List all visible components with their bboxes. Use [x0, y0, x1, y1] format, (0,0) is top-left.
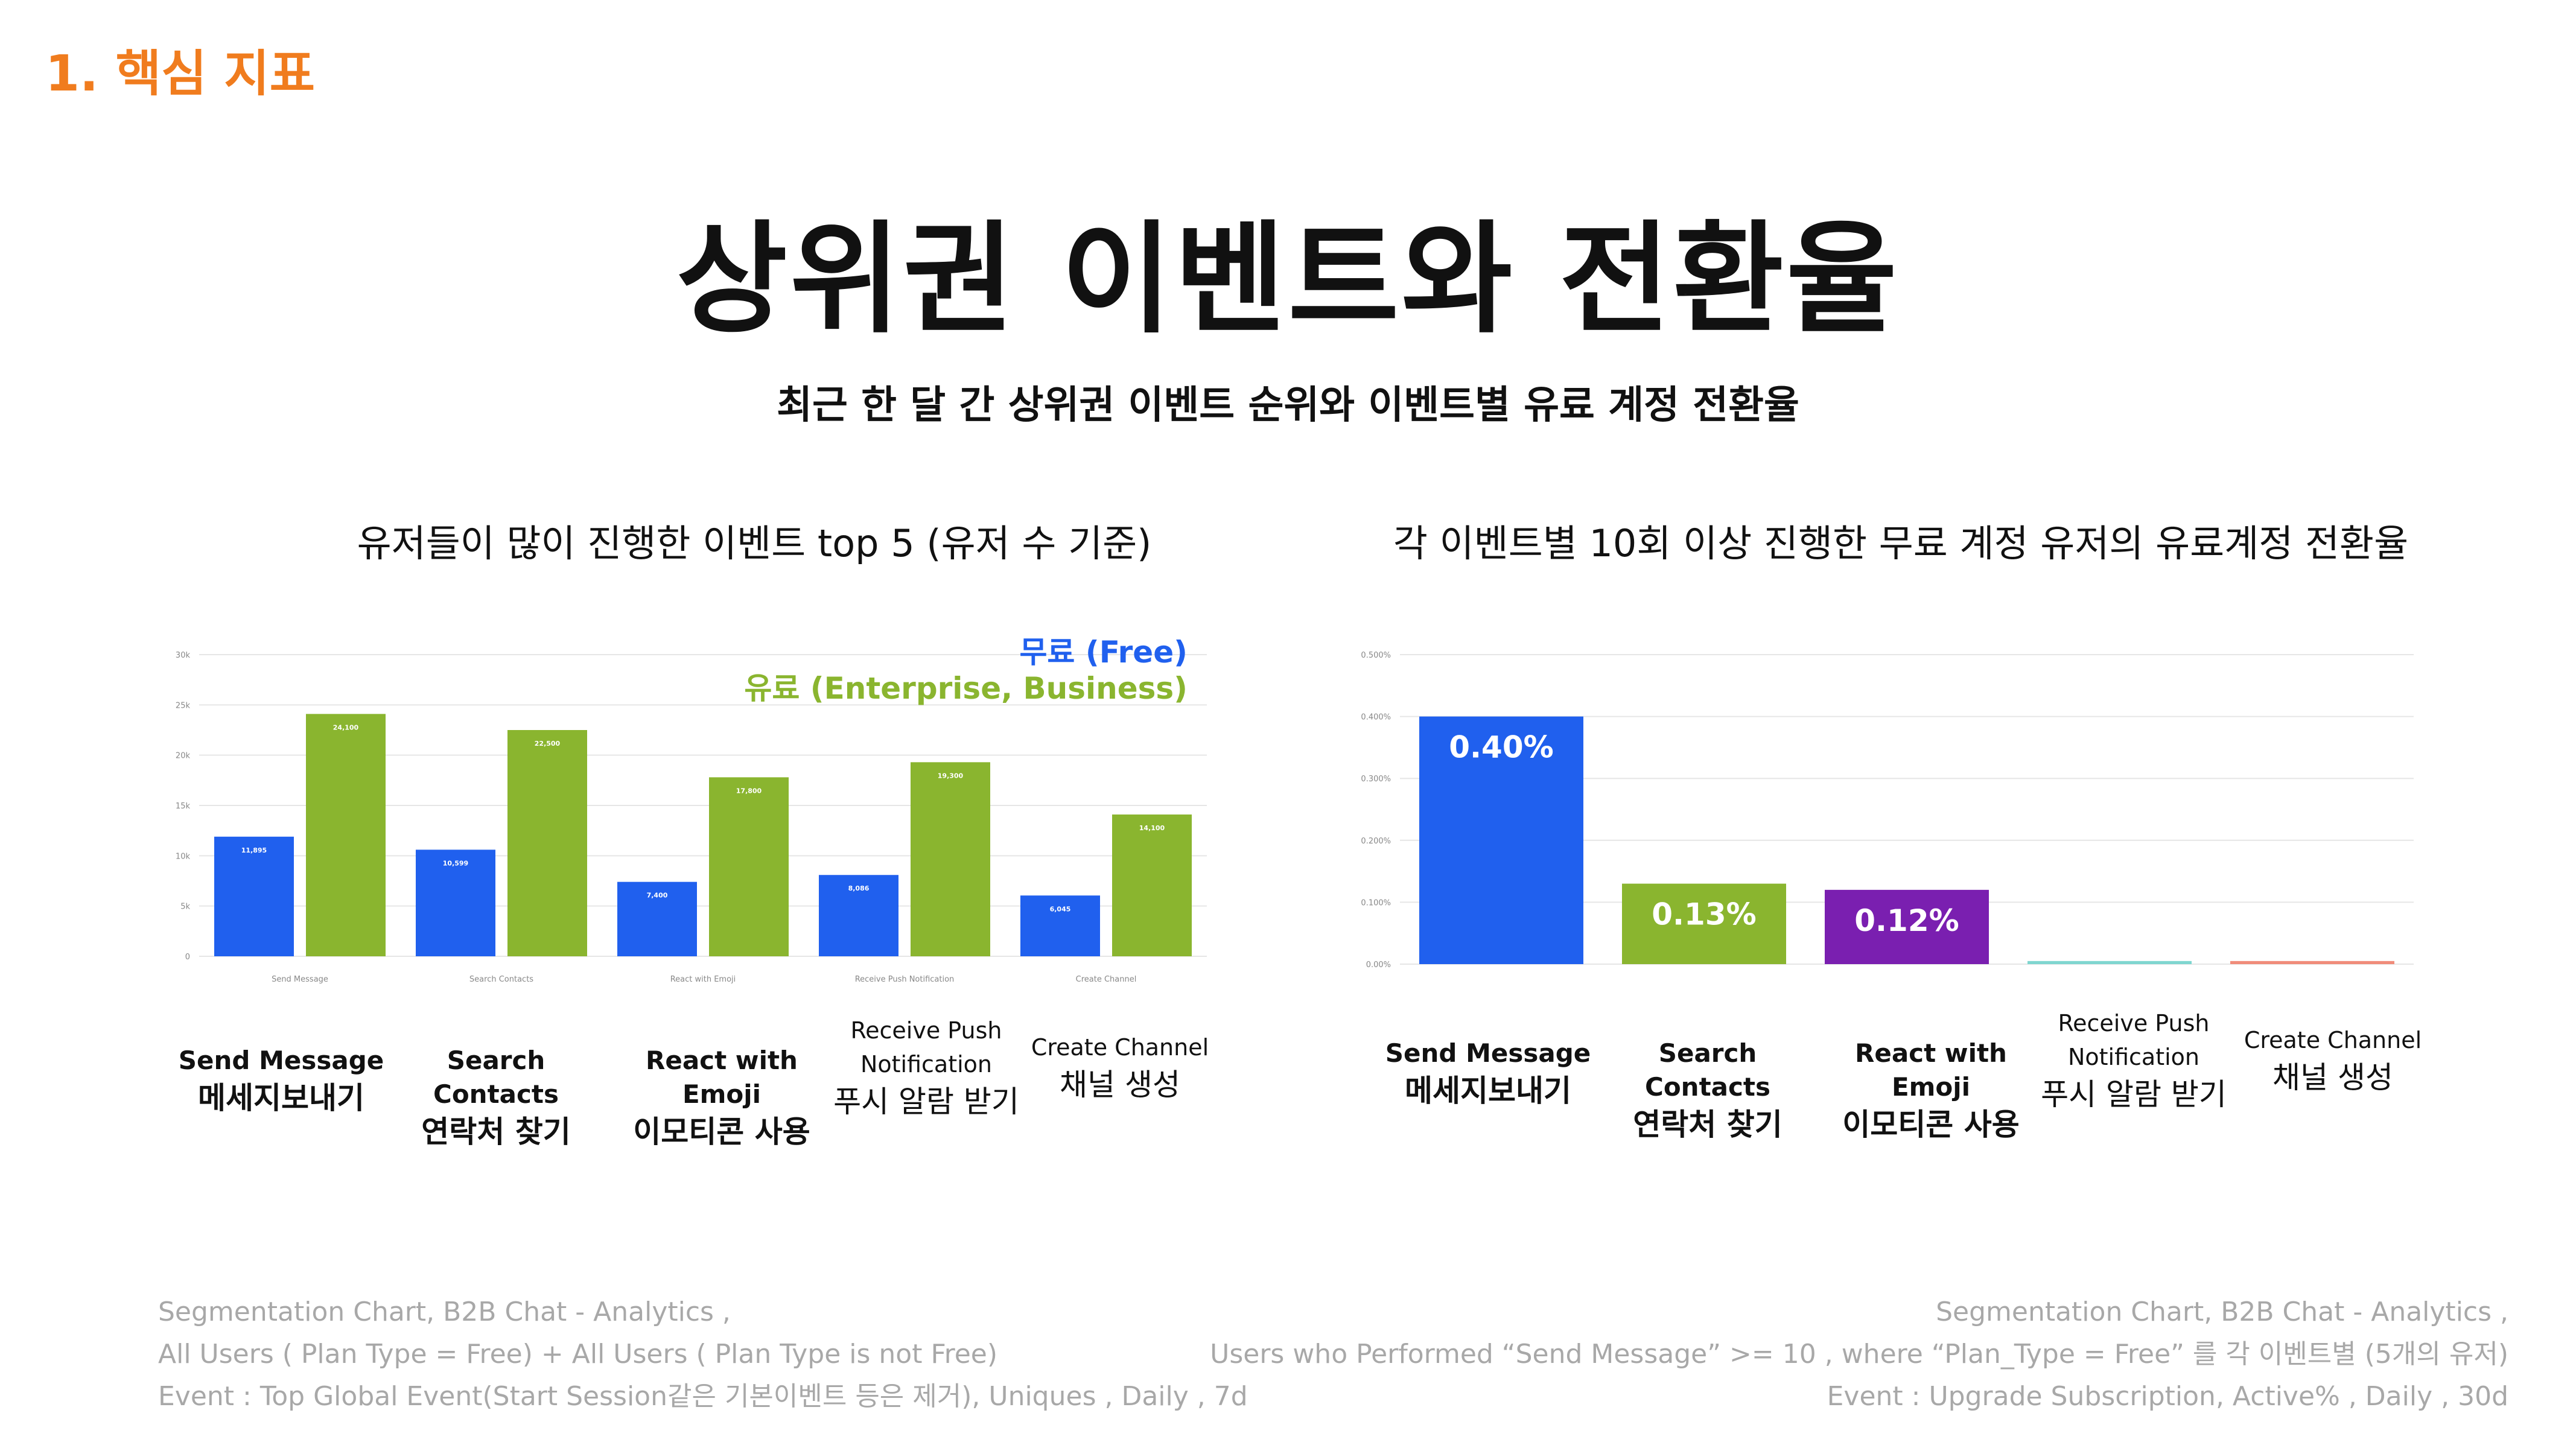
page-subtitle: 최근 한 달 간 상위권 이벤트 순위와 이벤트별 유료 계정 전환율: [777, 383, 1799, 428]
bar: [2027, 961, 2192, 964]
y-tick-label: 0.300%: [1361, 775, 1391, 784]
footnote-right: Segmentation Chart, B2B Chat - Analytics…: [1210, 1291, 2508, 1418]
category-label: Search Contacts 연락처 찾기: [1596, 1037, 1819, 1142]
bar-free: [214, 836, 294, 956]
footnote-line: Users who Performed “Send Message” >= 10…: [1210, 1339, 2508, 1370]
bar: [1622, 883, 1786, 964]
x-tick-label: React with Emoji: [670, 975, 736, 984]
footnote-line: Event : Top Global Event(Start Session같은…: [158, 1381, 1248, 1412]
y-tick-label: 0.00%: [1366, 961, 1391, 970]
x-tick-label: Create Channel: [1076, 975, 1137, 984]
category-label-ko: 이모티콘 사용: [633, 1114, 810, 1149]
bar-value-label: 0.12%: [1854, 903, 1959, 938]
category-label: Create Channel 채널 생성: [2221, 1006, 2444, 1094]
category-label: Search Contacts 연락처 찾기: [384, 1044, 608, 1149]
category-label-en: Search Contacts: [1645, 1038, 1770, 1102]
category-label-en-line: Notification: [860, 1051, 993, 1078]
x-tick-label: Search Contacts: [469, 975, 533, 984]
footnote-line: Segmentation Chart, B2B Chat - Analytics…: [1936, 1297, 2508, 1327]
category-label: Send Message 메세지보내기: [1376, 1037, 1600, 1108]
category-label: Send Message 메세지보내기: [170, 1044, 393, 1115]
right-chart-title: 각 이벤트별 10회 이상 진행한 무료 계정 유저의 유료계정 전환율: [1393, 521, 2409, 565]
bar-paid: [911, 762, 990, 956]
category-label-en: Receive Push Notification: [815, 1014, 1038, 1081]
category-label-en: React with Emoji: [646, 1046, 798, 1109]
page-title: 상위권 이벤트와 전환율: [676, 209, 1900, 350]
bar-value-label: 14,100: [1139, 824, 1165, 832]
category-label-ko: 메세지보내기: [1405, 1073, 1571, 1108]
footnote-left: Segmentation Chart, B2B Chat - Analytics…: [158, 1291, 1248, 1418]
category-label-ko: 이모티콘 사용: [1842, 1107, 2020, 1142]
bar-value-label: 8,086: [848, 884, 870, 892]
x-tick-label: Send Message: [272, 975, 328, 984]
category-label-en-line: Notification: [2067, 1044, 2200, 1070]
category-label-en: Receive Push Notification: [2022, 1006, 2245, 1074]
footnote-line: All Users ( Plan Type = Free) + All User…: [158, 1339, 998, 1370]
category-label-en: React with Emoji: [1855, 1038, 2007, 1102]
category-label-ko: 푸시 알람 받기: [2041, 1077, 2227, 1112]
bar-value-label: 19,300: [938, 772, 964, 780]
legend-free: 무료 (Free): [1019, 635, 1188, 670]
y-tick-label: 30k: [176, 651, 191, 660]
category-label-en: Create Channel: [1031, 1034, 1209, 1061]
y-tick-label: 20k: [176, 752, 191, 761]
bar-value-label: 11,895: [241, 846, 267, 854]
bar: [2230, 961, 2394, 964]
bar-paid: [306, 714, 386, 956]
bar: [1825, 889, 1989, 964]
bar: [1419, 716, 1583, 964]
category-label: Receive Push Notification 푸시 알람 받기: [815, 1014, 1038, 1119]
bar-value-label: 7,400: [647, 892, 668, 900]
y-tick-label: 0.400%: [1361, 713, 1391, 722]
bar-paid: [1112, 815, 1192, 956]
y-tick-label: 0.100%: [1361, 898, 1391, 907]
bar-value-label: 22,500: [535, 740, 561, 748]
bar-free: [819, 875, 898, 956]
category-label-en: Send Message: [1385, 1038, 1591, 1068]
y-tick-label: 25k: [176, 701, 191, 710]
x-tick-label: Receive Push Notification: [855, 975, 955, 984]
left-chart-title: 유저들이 많이 진행한 이벤트 top 5 (유저 수 기준): [357, 521, 1152, 565]
bar-free: [416, 849, 495, 956]
y-tick-label: 15k: [176, 802, 191, 811]
category-label-ko: 채널 생성: [1060, 1067, 1180, 1102]
bar-value-label: 24,100: [333, 723, 359, 731]
category-label-ko: 푸시 알람 받기: [833, 1084, 1019, 1119]
bar-value-label: 17,800: [736, 787, 762, 795]
category-label-en: Search Contacts: [433, 1046, 559, 1109]
y-tick-label: 10k: [176, 852, 191, 861]
bar-value-label: 10,599: [443, 859, 468, 867]
category-label-en: Send Message: [178, 1046, 384, 1075]
category-label-en: Create Channel: [2244, 1027, 2422, 1053]
bar-paid: [507, 730, 587, 956]
category-label: React with Emoji 이모티콘 사용: [1819, 1037, 2043, 1142]
bar-free: [617, 881, 697, 956]
category-label-ko: 연락처 찾기: [1633, 1107, 1783, 1142]
category-label-en-line: Receive Push: [850, 1017, 1002, 1044]
bar-paid: [709, 777, 789, 956]
legend-paid: 유료 (Enterprise, Business): [744, 671, 1188, 706]
footnote-line: Event : Upgrade Subscription, Active% , …: [1827, 1381, 2508, 1412]
footnote-line: Segmentation Chart, B2B Chat - Analytics…: [158, 1297, 731, 1327]
category-label: Receive Push Notification 푸시 알람 받기: [2022, 1006, 2245, 1111]
bar-value-label: 0.40%: [1449, 730, 1553, 765]
category-label-ko: 메세지보내기: [198, 1081, 364, 1116]
bar-free: [1020, 895, 1100, 956]
category-label: React with Emoji 이모티콘 사용: [610, 1044, 833, 1149]
bar-value-label: 0.13%: [1652, 897, 1756, 932]
y-tick-label: 5k: [180, 903, 190, 912]
category-label: Create Channel 채널 생성: [1008, 1014, 1232, 1102]
category-label-ko: 채널 생성: [2272, 1060, 2393, 1095]
y-tick-label: 0.500%: [1361, 651, 1391, 660]
bar-value-label: 6,045: [1050, 905, 1071, 913]
section-label: 1. 핵심 지표: [45, 45, 316, 103]
category-label-en-line: Receive Push: [2058, 1010, 2210, 1037]
y-tick-label: 0.200%: [1361, 837, 1391, 846]
y-tick-label: 0: [185, 953, 190, 962]
category-label-ko: 연락처 찾기: [421, 1114, 571, 1149]
